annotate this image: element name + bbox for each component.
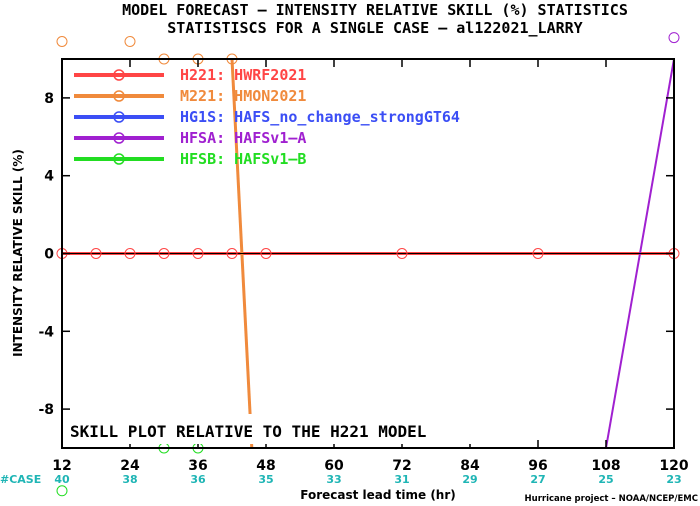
- case-count-3: 35: [258, 473, 273, 486]
- annotation-box: [64, 414, 484, 444]
- x-tick-label-8: 108: [591, 458, 620, 474]
- marker-8: [56, 485, 68, 497]
- series-0-marker-7: [396, 248, 408, 259]
- chart-subtitle: STATISTISCS FOR A SINGLE CASE – al122021…: [167, 19, 582, 37]
- chart-title: MODEL FORECAST – INTENSITY RELATIVE SKIL…: [122, 1, 628, 19]
- series-0-marker-1: [90, 248, 102, 259]
- case-count-4: 33: [326, 473, 341, 486]
- case-count-6: 29: [462, 473, 477, 486]
- case-count-2: 36: [190, 473, 206, 486]
- y-axis: -8 -4 0 4 8: [38, 91, 674, 418]
- y-tick-label-0: -8: [38, 402, 54, 418]
- legend: H221: HWRF2021 M221: HMON2021 HG1S: HAFS_n…: [74, 66, 460, 168]
- legend-marker-3: [113, 132, 125, 144]
- x-tick-label-2: 36: [188, 458, 207, 474]
- case-count-8: 25: [598, 473, 613, 486]
- marker-1: [124, 35, 136, 47]
- x-tick-label-6: 84: [460, 458, 480, 474]
- legend-label-0: H221: HWRF2021: [180, 66, 306, 84]
- series-0-marker-2: [124, 248, 136, 259]
- legend-marker-2: [113, 111, 125, 123]
- y-tick-label-1: -4: [38, 324, 54, 340]
- series-0-marker-8: [532, 248, 544, 259]
- credit: Hurricane project – NOAA/NCEP/EMC: [525, 494, 698, 504]
- y-tick-label-2: 0: [44, 247, 54, 263]
- case-count-7: 27: [530, 473, 545, 486]
- case-count-0: 40: [54, 473, 70, 486]
- y-tick-label-4: 8: [44, 91, 54, 107]
- legend-marker-4: [113, 153, 125, 165]
- legend-label-3: HFSA: HAFSv1–A: [180, 129, 306, 147]
- case-count-9: 23: [666, 473, 681, 486]
- legend-marker-0: [113, 69, 125, 81]
- y-axis-label: INTENSITY RELATIVE SKILL (%): [11, 149, 25, 357]
- case-counts: 40 38 36 35 33 31 29 27 25 23: [54, 473, 681, 486]
- x-tick-label-4: 60: [324, 458, 344, 474]
- series-0-marker-4: [192, 248, 204, 259]
- x-tick-label-9: 120: [659, 458, 688, 474]
- series-0-marker-5: [226, 248, 238, 259]
- series-0-marker-6: [260, 248, 272, 259]
- series-0-marker-3: [158, 248, 170, 259]
- legend-label-2: HG1S: HAFS_no_change_strongGT64: [180, 108, 460, 126]
- x-axis-label: Forecast lead time (hr): [300, 488, 456, 502]
- annotation: SKILL PLOT RELATIVE TO THE H221 MODEL: [70, 422, 426, 441]
- marker-5: [668, 32, 680, 44]
- x-tick-label-1: 24: [120, 458, 140, 474]
- legend-label-1: M221: HMON2021: [180, 87, 306, 105]
- y-tick-label-3: 4: [44, 169, 54, 185]
- case-label: #CASE: [0, 473, 41, 486]
- legend-label-4: HFSB: HAFSv1–B: [180, 150, 306, 168]
- case-count-1: 38: [122, 473, 137, 486]
- x-tick-label-3: 48: [256, 458, 275, 474]
- legend-marker-1: [113, 90, 125, 102]
- marker-0: [56, 35, 68, 47]
- x-tick-label-7: 96: [528, 458, 547, 474]
- series-layer: [62, 59, 674, 448]
- case-count-5: 31: [394, 473, 409, 486]
- x-tick-label-0: 12: [52, 458, 71, 474]
- x-tick-label-5: 72: [392, 458, 411, 474]
